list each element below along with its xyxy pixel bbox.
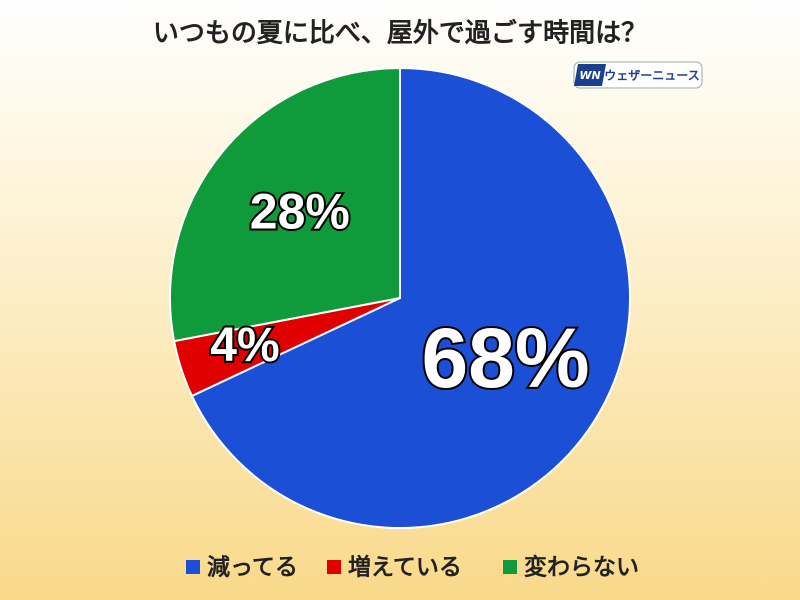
legend-label: 減ってる bbox=[207, 555, 298, 581]
pie-slice bbox=[169, 66, 401, 343]
value-label: 68% bbox=[421, 311, 589, 405]
legend-swatch bbox=[503, 560, 517, 574]
legend-label: 変わらない bbox=[524, 554, 639, 581]
legend: 減ってる 増えている 変わらない bbox=[186, 554, 639, 581]
value-labels: 68% 4% 28% bbox=[208, 181, 591, 407]
legend-swatch bbox=[327, 560, 341, 574]
value-label: 28% bbox=[250, 183, 350, 239]
legend-swatch bbox=[186, 560, 200, 574]
logo-badge bbox=[574, 64, 606, 86]
pie-slice bbox=[190, 66, 631, 529]
value-label: 4% bbox=[210, 319, 279, 372]
chart-title: いつもの夏に比べ、屋外で過ごす時間は？ bbox=[153, 18, 647, 49]
legend-label: 増えている bbox=[348, 554, 462, 581]
logo-mark: WN bbox=[579, 69, 600, 82]
pie bbox=[169, 66, 631, 529]
logo-box bbox=[573, 61, 703, 89]
logo: WN ウェザーニュース bbox=[573, 61, 703, 89]
logo-text: ウェザーニュース bbox=[604, 69, 699, 83]
